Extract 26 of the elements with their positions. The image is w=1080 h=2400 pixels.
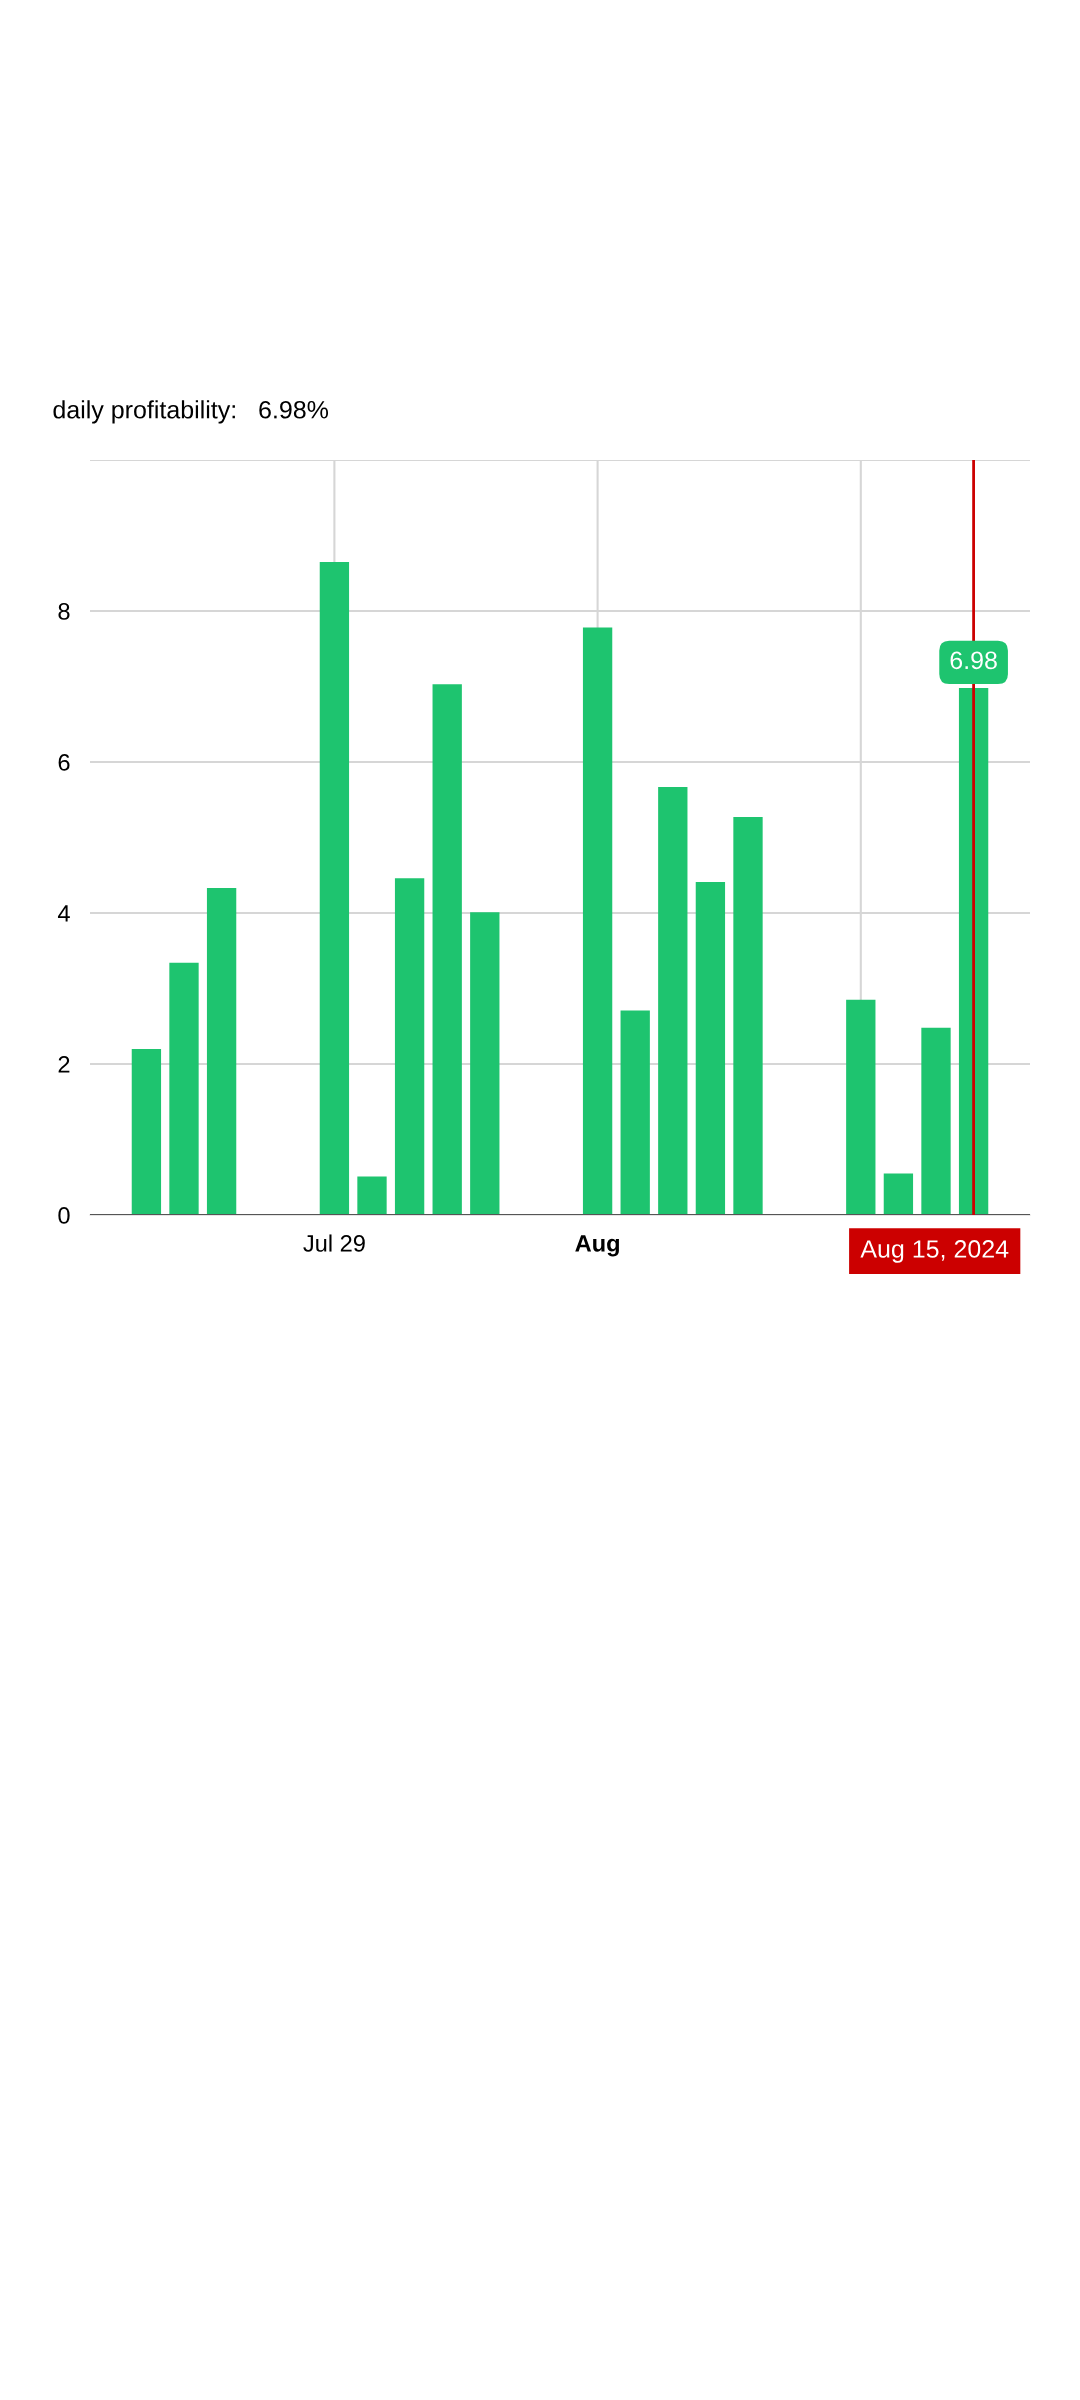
bar	[131, 1048, 162, 1215]
bar	[432, 684, 462, 1215]
data-label: 6.98	[950, 651, 997, 670]
x-tick-label: Aug	[575, 1235, 619, 1257]
bar	[206, 888, 237, 1215]
y-tick-label: 4	[57, 905, 70, 922]
bar	[658, 786, 688, 1215]
y-tick-label: 8	[58, 603, 70, 620]
bar	[169, 962, 199, 1215]
bar	[319, 561, 350, 1215]
x-tick-label: Jul 29	[303, 1234, 365, 1252]
bar	[921, 1027, 951, 1215]
bar	[733, 817, 763, 1215]
y-tick-label: 2	[58, 1056, 70, 1073]
bar	[883, 1173, 914, 1215]
bar	[846, 999, 876, 1215]
chart-title: daily profitability: 6.98%	[53, 400, 329, 424]
y-tick-label: 0	[58, 1207, 70, 1224]
bar	[470, 912, 500, 1215]
bar	[582, 627, 613, 1215]
bar	[357, 1176, 387, 1215]
bar	[394, 878, 425, 1215]
bar	[695, 882, 726, 1215]
y-tick-label: 6	[58, 754, 70, 771]
bar	[620, 1010, 650, 1215]
ref-line-label: Aug 15, 2024	[860, 1240, 1009, 1263]
